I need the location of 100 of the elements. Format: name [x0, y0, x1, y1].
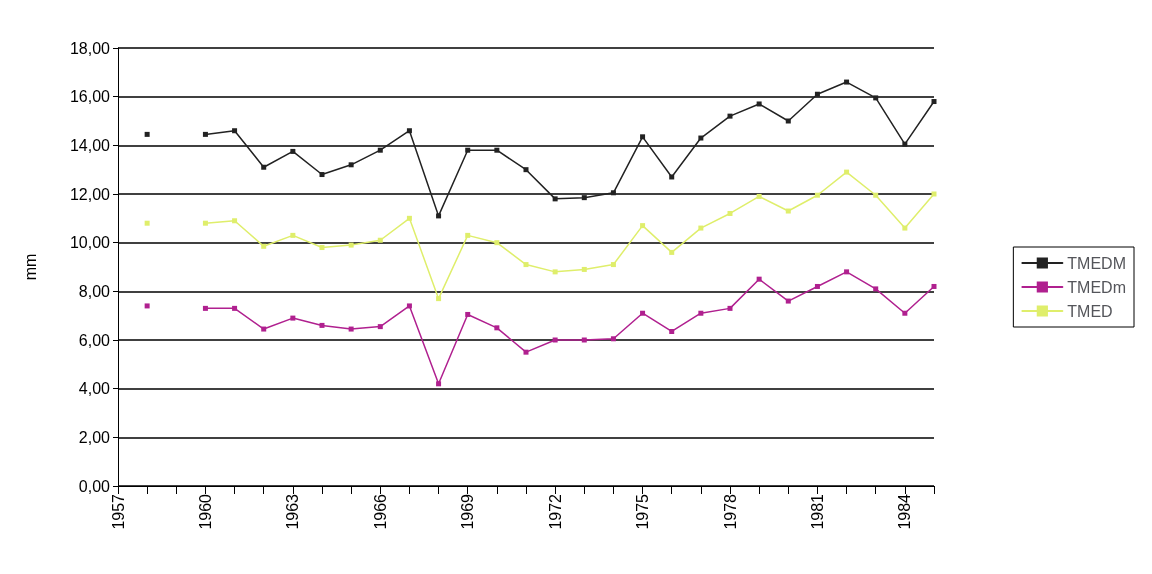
point — [756, 193, 762, 199]
point — [931, 99, 937, 105]
point — [348, 326, 354, 332]
point — [756, 276, 762, 282]
point — [669, 328, 675, 334]
point — [902, 141, 908, 147]
y-tick-label: 12,00 — [69, 185, 111, 203]
point — [902, 225, 908, 231]
x-tick-label: 1984 — [896, 493, 914, 530]
point — [669, 249, 675, 255]
point — [406, 215, 412, 221]
point — [290, 232, 296, 238]
point — [261, 326, 267, 332]
x-tick-label: 1981 — [808, 493, 826, 530]
point — [698, 225, 704, 231]
legend-label: TMEDM — [1067, 254, 1126, 272]
point — [873, 95, 879, 101]
point — [202, 131, 208, 137]
point — [290, 148, 296, 154]
y-axis-title: mm — [21, 253, 39, 281]
point — [348, 242, 354, 248]
x-tick-label: 1960 — [196, 493, 214, 530]
point — [261, 164, 267, 170]
point — [523, 262, 529, 268]
point — [494, 325, 500, 331]
point — [465, 311, 471, 317]
point — [640, 223, 646, 229]
point — [465, 147, 471, 153]
y-tick-label: 16,00 — [69, 88, 111, 106]
point — [698, 135, 704, 141]
point — [640, 134, 646, 140]
x-tick-label: 1969 — [459, 493, 477, 530]
point — [873, 192, 879, 198]
point — [727, 305, 733, 311]
y-tick-label: 18,00 — [69, 39, 111, 57]
point — [202, 220, 208, 226]
point — [581, 266, 587, 272]
point — [669, 174, 675, 180]
point — [436, 296, 442, 302]
point — [232, 128, 238, 134]
point — [144, 131, 150, 137]
point — [290, 315, 296, 321]
point — [581, 195, 587, 201]
y-tick-label: 6,00 — [78, 331, 111, 349]
point — [348, 162, 354, 168]
point — [232, 305, 238, 311]
point — [494, 147, 500, 153]
point — [931, 283, 937, 289]
point — [727, 113, 733, 119]
point — [319, 322, 325, 328]
point — [319, 245, 325, 251]
point — [814, 192, 820, 198]
legend-label: TMEDm — [1067, 278, 1126, 296]
point — [144, 303, 150, 309]
point — [523, 349, 529, 355]
point — [727, 210, 733, 216]
point — [377, 237, 383, 243]
y-tick-label: 14,00 — [69, 136, 111, 154]
y-tick-label: 2,00 — [78, 428, 111, 446]
point — [552, 196, 558, 202]
point — [785, 298, 791, 304]
point — [552, 269, 558, 275]
point — [202, 305, 208, 311]
y-tick-label: 10,00 — [69, 234, 111, 252]
x-tick-label: 1966 — [371, 493, 389, 530]
y-tick-label: 4,00 — [78, 380, 111, 398]
point — [523, 167, 529, 173]
point — [144, 220, 150, 226]
point — [377, 324, 383, 330]
point — [756, 101, 762, 107]
point — [902, 310, 908, 316]
point — [494, 240, 500, 246]
point — [406, 303, 412, 309]
point — [610, 190, 616, 196]
point — [319, 172, 325, 178]
point — [610, 336, 616, 342]
x-tick-label: 1978 — [721, 493, 739, 530]
y-tick-label: 0,00 — [78, 477, 111, 495]
point — [436, 213, 442, 219]
point — [232, 218, 238, 224]
point — [814, 283, 820, 289]
point — [698, 310, 704, 316]
point — [814, 91, 820, 97]
y-tick-label: 8,00 — [78, 282, 111, 300]
point — [261, 243, 267, 249]
point — [844, 79, 850, 85]
point — [844, 169, 850, 175]
point — [785, 118, 791, 124]
point — [873, 286, 879, 292]
x-tick-label: 1975 — [634, 493, 652, 530]
point — [785, 208, 791, 214]
point — [377, 147, 383, 153]
point — [581, 337, 587, 343]
point — [844, 269, 850, 275]
x-tick-label: 1957 — [109, 493, 127, 530]
point — [406, 128, 412, 134]
point — [552, 337, 558, 343]
x-tick-label: 1972 — [546, 493, 564, 530]
point — [640, 310, 646, 316]
point — [610, 262, 616, 268]
